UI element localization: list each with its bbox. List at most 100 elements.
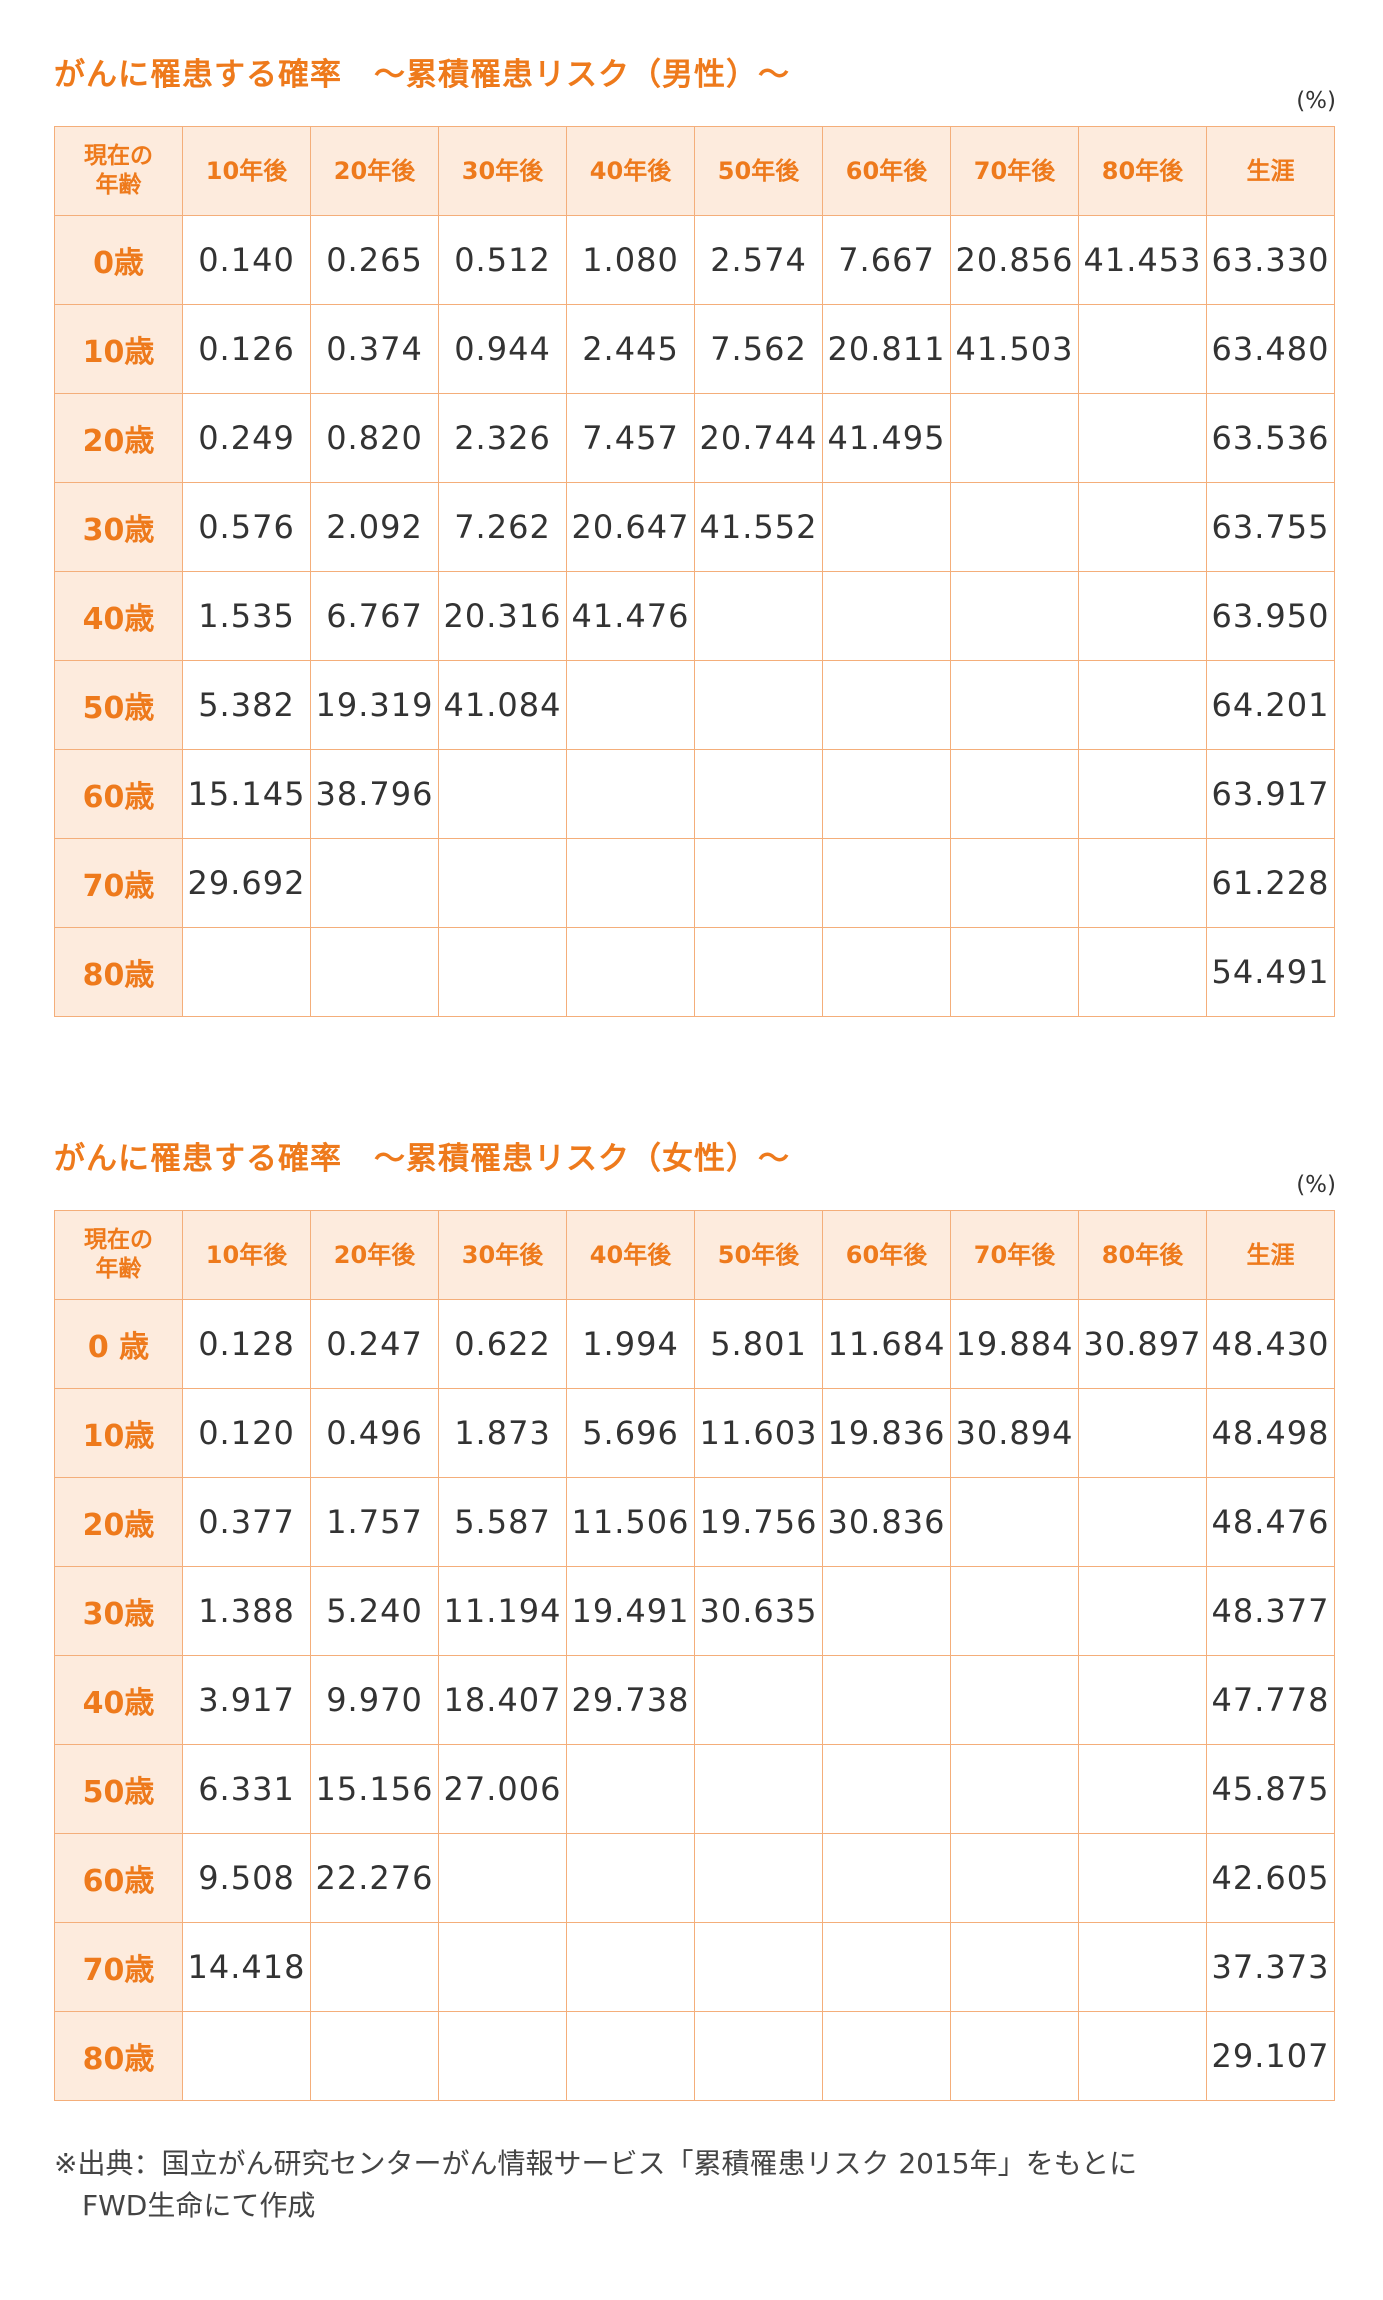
risk-value-cell bbox=[950, 571, 1079, 661]
table-row: 20歳 0.377 1.757 5.587 11.506 19.756 30.836 48.4… bbox=[54, 1477, 1335, 1567]
risk-value-cell: 41.084 bbox=[438, 660, 567, 750]
risk-value-cell bbox=[822, 571, 951, 661]
row-age-label: 10歳 bbox=[54, 1388, 183, 1478]
risk-value-cell bbox=[438, 749, 567, 839]
row-age-label: 0歳 bbox=[54, 215, 183, 305]
risk-value-cell: 7.667 bbox=[822, 215, 951, 305]
risk-value-cell: 47.778 bbox=[1206, 1655, 1335, 1745]
risk-value-cell bbox=[950, 927, 1079, 1017]
risk-value-cell: 20.647 bbox=[566, 482, 695, 572]
risk-value-cell: 64.201 bbox=[1206, 660, 1335, 750]
row-age-label: 50歳 bbox=[54, 1744, 183, 1834]
risk-value-cell: 54.491 bbox=[1206, 927, 1335, 1017]
risk-value-cell bbox=[566, 838, 695, 928]
risk-value-cell: 37.373 bbox=[1206, 1922, 1335, 2012]
table-row: 0 歳 0.128 0.247 0.622 1.994 5.801 11.684 19.884… bbox=[54, 1299, 1335, 1389]
risk-value-cell bbox=[950, 1922, 1079, 2012]
row-age-label: 30歳 bbox=[54, 482, 183, 572]
header-cell: 20年後 bbox=[310, 126, 439, 216]
header-current-age: 現在の 年齢 bbox=[54, 1210, 183, 1300]
risk-value-cell: 30.635 bbox=[694, 1566, 823, 1656]
row-age-label: 0 歳 bbox=[54, 1299, 183, 1389]
risk-value-cell: 48.430 bbox=[1206, 1299, 1335, 1389]
risk-value-cell bbox=[438, 2011, 567, 2101]
risk-value-cell bbox=[822, 1833, 951, 1923]
risk-value-cell: 19.756 bbox=[694, 1477, 823, 1567]
risk-value-cell: 11.684 bbox=[822, 1299, 951, 1389]
risk-value-cell: 5.696 bbox=[566, 1388, 695, 1478]
risk-value-cell: 0.820 bbox=[310, 393, 439, 483]
risk-value-cell: 0.247 bbox=[310, 1299, 439, 1389]
risk-value-cell bbox=[950, 1655, 1079, 1745]
risk-value-cell bbox=[438, 927, 567, 1017]
risk-value-cell bbox=[822, 927, 951, 1017]
header-cell: 60年後 bbox=[822, 126, 951, 216]
risk-value-cell bbox=[566, 1744, 695, 1834]
risk-value-cell: 2.326 bbox=[438, 393, 567, 483]
risk-value-cell: 9.508 bbox=[182, 1833, 311, 1923]
risk-value-cell: 0.120 bbox=[182, 1388, 311, 1478]
risk-value-cell: 0.944 bbox=[438, 304, 567, 394]
risk-value-cell bbox=[1078, 393, 1207, 483]
risk-value-cell: 15.156 bbox=[310, 1744, 439, 1834]
risk-value-cell bbox=[566, 660, 695, 750]
risk-value-cell: 29.738 bbox=[566, 1655, 695, 1745]
female-risk-table: 現在の 年齢 10年後 20年後 30年後 40年後 50年後 60年後 70年後 80年後 生涯… bbox=[54, 1210, 1335, 2101]
risk-value-cell bbox=[950, 1477, 1079, 1567]
header-cell: 60年後 bbox=[822, 1210, 951, 1300]
row-age-label: 40歳 bbox=[54, 571, 183, 661]
risk-value-cell: 0.126 bbox=[182, 304, 311, 394]
table-row: 10歳 0.120 0.496 1.873 5.696 11.603 19.836 30.89… bbox=[54, 1388, 1335, 1478]
risk-value-cell: 41.453 bbox=[1078, 215, 1207, 305]
risk-value-cell bbox=[1078, 1655, 1207, 1745]
header-cell: 50年後 bbox=[694, 1210, 823, 1300]
risk-value-cell bbox=[822, 1566, 951, 1656]
risk-value-cell: 5.240 bbox=[310, 1566, 439, 1656]
risk-value-cell bbox=[310, 927, 439, 1017]
risk-value-cell: 5.587 bbox=[438, 1477, 567, 1567]
row-age-label: 10歳 bbox=[54, 304, 183, 394]
risk-value-cell bbox=[566, 927, 695, 1017]
risk-value-cell bbox=[822, 2011, 951, 2101]
risk-value-cell: 30.894 bbox=[950, 1388, 1079, 1478]
header-cell: 40年後 bbox=[566, 126, 695, 216]
risk-value-cell: 18.407 bbox=[438, 1655, 567, 1745]
risk-value-cell: 42.605 bbox=[1206, 1833, 1335, 1923]
risk-value-cell: 41.476 bbox=[566, 571, 695, 661]
risk-value-cell bbox=[1078, 927, 1207, 1017]
risk-value-cell: 7.562 bbox=[694, 304, 823, 394]
table-row: 60歳 15.145 38.796 63.917 bbox=[54, 749, 1335, 839]
header-current-age: 現在の 年齢 bbox=[54, 126, 183, 216]
risk-value-cell: 19.319 bbox=[310, 660, 439, 750]
risk-value-cell bbox=[1078, 304, 1207, 394]
risk-value-cell: 0.128 bbox=[182, 1299, 311, 1389]
header-cell: 50年後 bbox=[694, 126, 823, 216]
risk-value-cell: 27.006 bbox=[438, 1744, 567, 1834]
header-cell: 20年後 bbox=[310, 1210, 439, 1300]
risk-value-cell bbox=[1078, 1477, 1207, 1567]
risk-value-cell bbox=[950, 660, 1079, 750]
risk-value-cell bbox=[1078, 749, 1207, 839]
risk-value-cell: 6.331 bbox=[182, 1744, 311, 1834]
risk-value-cell: 1.388 bbox=[182, 1566, 311, 1656]
row-age-label: 80歳 bbox=[54, 927, 183, 1017]
risk-value-cell: 30.836 bbox=[822, 1477, 951, 1567]
risk-value-cell: 48.476 bbox=[1206, 1477, 1335, 1567]
header-cell: 10年後 bbox=[182, 1210, 311, 1300]
risk-value-cell: 15.145 bbox=[182, 749, 311, 839]
risk-value-cell bbox=[1078, 2011, 1207, 2101]
risk-value-cell: 0.622 bbox=[438, 1299, 567, 1389]
male-section-title: がんに罹患する確率 ～累積罹患リスク（男性）～ bbox=[54, 57, 790, 93]
risk-value-cell bbox=[694, 927, 823, 1017]
risk-value-cell bbox=[950, 1833, 1079, 1923]
risk-value-cell bbox=[694, 838, 823, 928]
risk-value-cell bbox=[822, 1655, 951, 1745]
risk-value-cell bbox=[1078, 1744, 1207, 1834]
risk-value-cell bbox=[1078, 571, 1207, 661]
risk-value-cell: 22.276 bbox=[310, 1833, 439, 1923]
risk-value-cell: 0.265 bbox=[310, 215, 439, 305]
risk-value-cell: 2.445 bbox=[566, 304, 695, 394]
risk-value-cell: 5.382 bbox=[182, 660, 311, 750]
risk-value-cell: 6.767 bbox=[310, 571, 439, 661]
risk-value-cell bbox=[950, 1744, 1079, 1834]
